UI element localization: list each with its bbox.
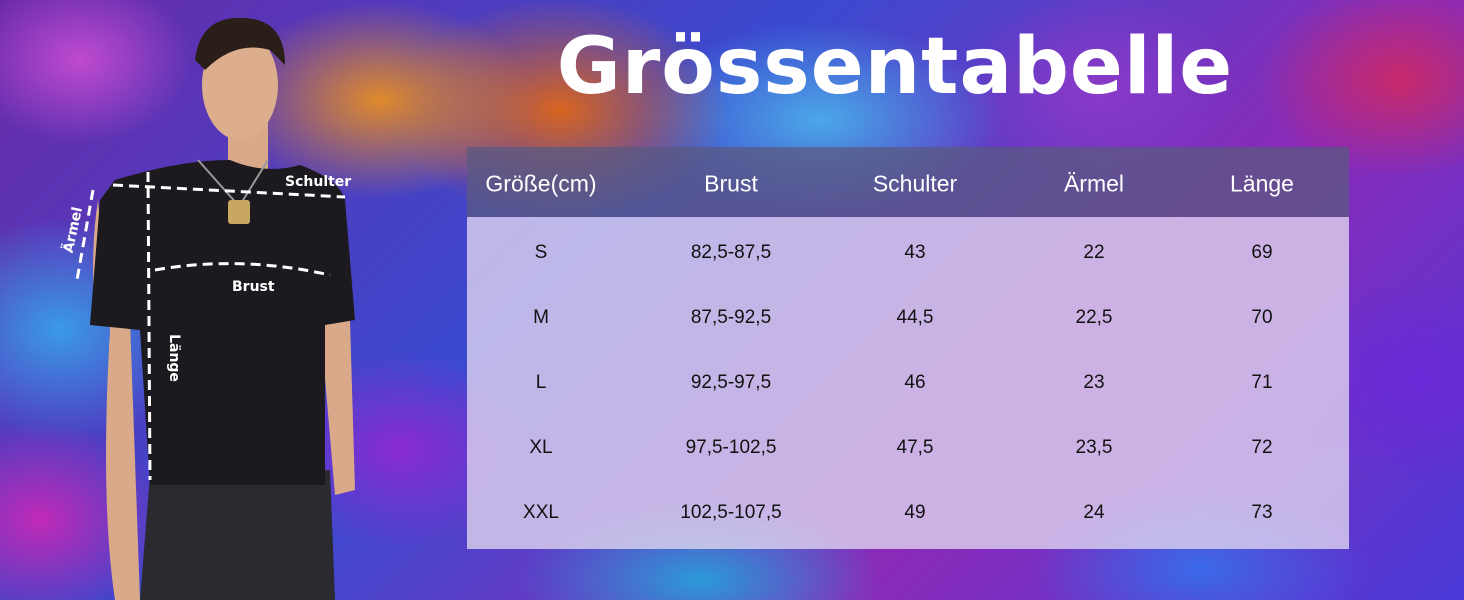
table-cell: 23	[1083, 372, 1105, 393]
column-header: Länge	[1230, 170, 1294, 197]
table-cell: 46	[904, 372, 926, 393]
model-photo	[75, 17, 355, 600]
table-cell: XXL	[523, 502, 559, 523]
table-cell: 72	[1251, 437, 1273, 458]
table-cell: 22,5	[1075, 307, 1113, 328]
table-cell: 24	[1083, 502, 1105, 523]
table-cell: 43	[904, 242, 926, 263]
column-header: Ärmel	[1063, 170, 1125, 197]
table-cell: XL	[529, 437, 553, 458]
table-cell: 69	[1251, 242, 1273, 263]
size-table: Größe(cm) Brust Schulter Ärmel Länge S 82,5-87…	[467, 147, 1349, 549]
laenge-label: Länge	[165, 334, 182, 382]
table-cell: L	[535, 372, 547, 393]
column-header: Brust	[704, 170, 758, 197]
page-title: Grössentabelle	[556, 22, 1234, 112]
table-cell: 47,5	[896, 437, 934, 458]
brust-label: Brust	[232, 279, 275, 295]
table-header	[467, 147, 1349, 217]
table-cell: 87,5-92,5	[690, 307, 772, 328]
table-cell: 70	[1251, 307, 1273, 328]
table-cell: 22	[1083, 242, 1105, 263]
table-cell: 73	[1251, 502, 1273, 523]
table-cell: M	[533, 307, 549, 328]
table-cell: 82,5-87,5	[690, 242, 772, 263]
table-cell: 44,5	[896, 307, 934, 328]
table-cell: S	[534, 242, 548, 263]
table-cell: 23,5	[1075, 437, 1113, 458]
table-cell: 102,5-107,5	[680, 502, 782, 523]
table-body	[467, 217, 1349, 549]
column-header: Größe(cm)	[485, 170, 597, 197]
column-header: Schulter	[872, 170, 958, 197]
table-cell: 97,5-102,5	[685, 437, 777, 458]
table-cell: 71	[1251, 372, 1273, 393]
schulter-label: Schulter	[285, 174, 352, 190]
table-cell: 92,5-97,5	[690, 372, 772, 393]
table-cell: 49	[904, 502, 926, 523]
